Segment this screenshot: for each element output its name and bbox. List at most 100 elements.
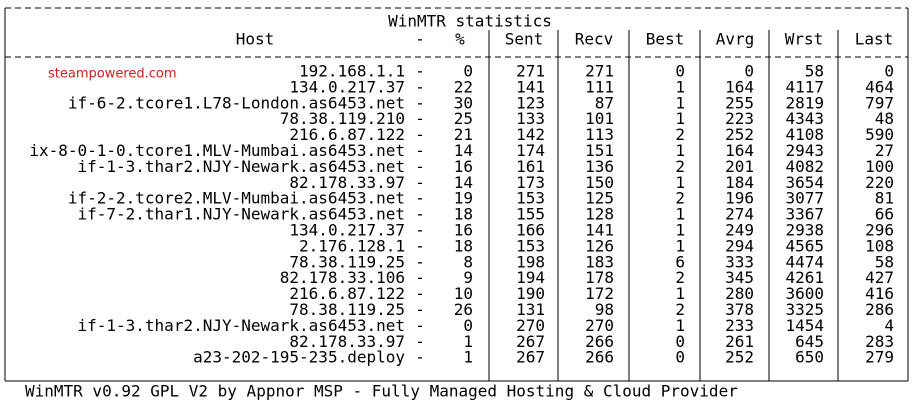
wrst-cell: 3654	[785, 173, 824, 192]
column-header: Sent	[505, 30, 544, 49]
recv-cell: 101	[585, 109, 614, 128]
best-cell: 1	[675, 141, 685, 160]
sent-cell: 198	[516, 252, 545, 271]
host-cell: ix-8-0-1-0.tcore1.MLV-Mumbai.as6453.net	[29, 141, 405, 160]
best-cell: 1	[675, 109, 685, 128]
loss-pct-cell: 0	[463, 62, 473, 81]
avrg-cell: 333	[725, 252, 754, 271]
column-header: -	[415, 30, 425, 49]
sent-cell: 270	[516, 316, 545, 335]
host-cell: a23-202-195-235.deploy	[193, 348, 405, 367]
last-cell: 283	[865, 332, 894, 351]
recv-cell: 271	[585, 62, 614, 81]
separator-cell: -	[415, 284, 425, 303]
loss-pct-cell: 18	[454, 236, 473, 255]
recv-cell: 183	[585, 252, 614, 271]
best-cell: 1	[675, 93, 685, 112]
title: WinMTR statistics	[388, 12, 552, 31]
host-cell: 82.178.33.97	[289, 173, 405, 192]
best-cell: 1	[675, 236, 685, 255]
loss-pct-cell: 16	[454, 221, 473, 240]
watermark: steampowered.com	[48, 67, 177, 82]
host-cell: 78.38.119.210	[280, 109, 405, 128]
loss-pct-cell: 0	[463, 316, 473, 335]
recv-cell: 178	[585, 268, 614, 287]
recv-cell: 125	[585, 189, 614, 208]
host-cell: 82.178.33.97	[289, 332, 405, 351]
column-header: Host	[236, 30, 275, 49]
last-cell: 81	[875, 189, 894, 208]
sent-cell: 142	[516, 125, 545, 144]
host-cell: if-2-2.tcore2.MLV-Mumbai.as6453.net	[68, 189, 405, 208]
sent-cell: 190	[516, 284, 545, 303]
avrg-cell: 378	[725, 300, 754, 319]
wrst-cell: 2943	[785, 141, 824, 160]
separator-cell: -	[415, 62, 425, 81]
host-cell: 78.38.119.25	[289, 300, 405, 319]
sent-cell: 133	[516, 109, 545, 128]
avrg-cell: 233	[725, 316, 754, 335]
recv-cell: 266	[585, 348, 614, 367]
host-cell: if-7-2.thar1.NJY-Newark.as6453.net	[77, 205, 405, 224]
loss-pct-cell: 25	[454, 109, 473, 128]
wrst-cell: 4117	[785, 77, 824, 96]
wrst-cell: 3077	[785, 189, 824, 208]
last-cell: 48	[875, 109, 894, 128]
best-cell: 6	[675, 252, 685, 271]
wrst-cell: 2819	[785, 93, 824, 112]
best-cell: 2	[675, 300, 685, 319]
wrst-cell: 4343	[785, 109, 824, 128]
loss-pct-cell: 1	[463, 348, 473, 367]
avrg-cell: 249	[725, 221, 754, 240]
last-cell: 220	[865, 173, 894, 192]
recv-cell: 136	[585, 157, 614, 176]
wrst-cell: 3325	[785, 300, 824, 319]
recv-cell: 128	[585, 205, 614, 224]
host-cell: 134.0.217.37	[289, 77, 405, 96]
best-cell: 0	[675, 62, 685, 81]
loss-pct-cell: 14	[454, 173, 473, 192]
recv-cell: 126	[585, 236, 614, 255]
avrg-cell: 164	[725, 141, 754, 160]
recv-cell: 270	[585, 316, 614, 335]
avrg-cell: 252	[725, 125, 754, 144]
separator-cell: -	[415, 93, 425, 112]
best-cell: 0	[675, 348, 685, 367]
sent-cell: 131	[516, 300, 545, 319]
separator-cell: -	[415, 348, 425, 367]
host-cell: if-1-3.thar2.NJY-Newark.as6453.net	[77, 316, 405, 335]
best-cell: 1	[675, 205, 685, 224]
wrst-cell: 3367	[785, 205, 824, 224]
best-cell: 1	[675, 284, 685, 303]
wrst-cell: 4108	[785, 125, 824, 144]
loss-pct-cell: 1	[463, 332, 473, 351]
wrst-cell: 4474	[785, 252, 824, 271]
separator-cell: -	[415, 268, 425, 287]
wrst-cell: 650	[795, 348, 824, 367]
last-cell: 296	[865, 221, 894, 240]
host-cell: 216.6.87.122	[289, 125, 405, 144]
recv-cell: 111	[585, 77, 614, 96]
loss-pct-cell: 14	[454, 141, 473, 160]
loss-pct-cell: 9	[463, 268, 473, 287]
loss-pct-cell: 26	[454, 300, 473, 319]
separator-cell: -	[415, 316, 425, 335]
best-cell: 1	[675, 316, 685, 335]
column-header: %	[455, 30, 465, 49]
last-cell: 66	[875, 205, 894, 224]
recv-cell: 150	[585, 173, 614, 192]
loss-pct-cell: 18	[454, 205, 473, 224]
separator-cell: -	[415, 300, 425, 319]
avrg-cell: 345	[725, 268, 754, 287]
loss-pct-cell: 10	[454, 284, 473, 303]
recv-cell: 141	[585, 221, 614, 240]
loss-pct-cell: 8	[463, 252, 473, 271]
last-cell: 416	[865, 284, 894, 303]
best-cell: 1	[675, 173, 685, 192]
last-cell: 286	[865, 300, 894, 319]
recv-cell: 266	[585, 332, 614, 351]
avrg-cell: 255	[725, 93, 754, 112]
host-cell: 216.6.87.122	[289, 284, 405, 303]
